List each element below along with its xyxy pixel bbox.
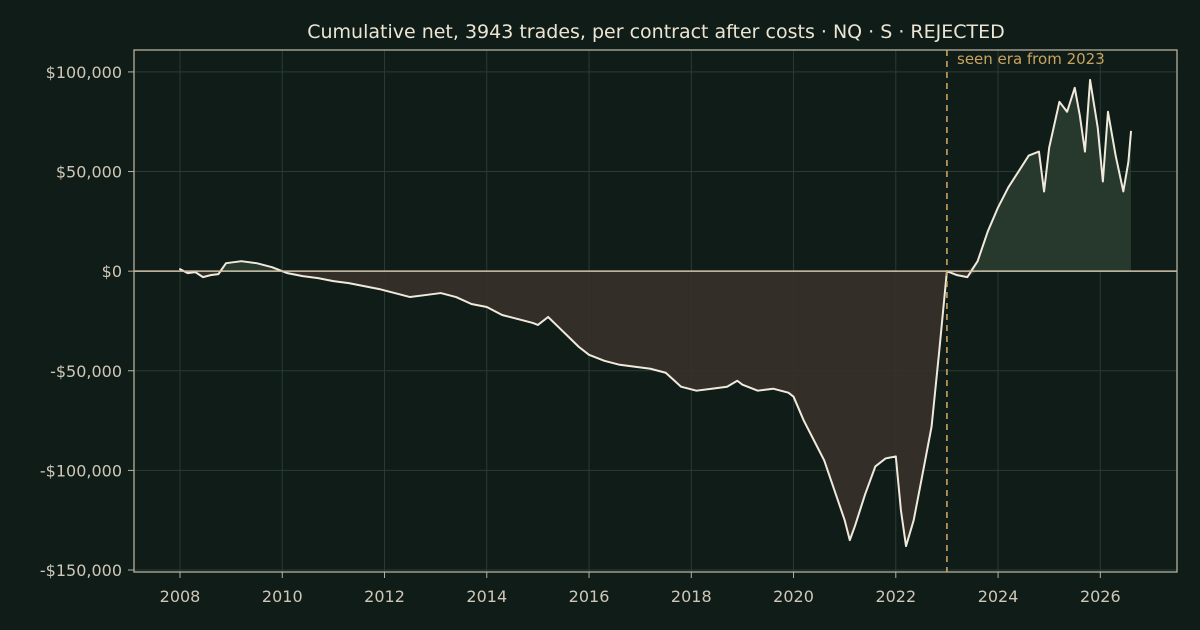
y-tick-label: $100,000 <box>46 63 122 82</box>
plot-layer: $100,000 $50,000 $0 -$50,000 -$100,000 -$150,… <box>40 49 1178 606</box>
y-tick-label: $50,000 <box>56 163 122 182</box>
y-tick-label: -$150,000 <box>40 561 122 580</box>
x-tick-label: 2012 <box>364 587 405 606</box>
x-tick-label: 2026 <box>1080 587 1121 606</box>
x-tick-label: 2010 <box>262 587 303 606</box>
x-tick-label: 2020 <box>773 587 814 606</box>
x-tick-label: 2016 <box>569 587 610 606</box>
y-tick-label: $0 <box>102 262 122 281</box>
x-tick-label: 2022 <box>875 587 916 606</box>
x-tick-label: 2014 <box>466 587 507 606</box>
x-tick-label: 2018 <box>671 587 712 606</box>
negative-area <box>180 271 1131 547</box>
seen-era-annotation: seen era from 2023 <box>957 50 1105 68</box>
x-tick-label: 2024 <box>978 587 1019 606</box>
chart-title: Cumulative net, 3943 trades, per contrac… <box>307 21 1005 43</box>
series-line <box>179 78 1132 548</box>
positive-area <box>180 79 1131 272</box>
plot-frame <box>133 49 1178 573</box>
y-tick-label: -$100,000 <box>40 461 122 480</box>
y-tick-label: -$50,000 <box>50 362 122 381</box>
x-tick-label: 2008 <box>160 587 201 606</box>
